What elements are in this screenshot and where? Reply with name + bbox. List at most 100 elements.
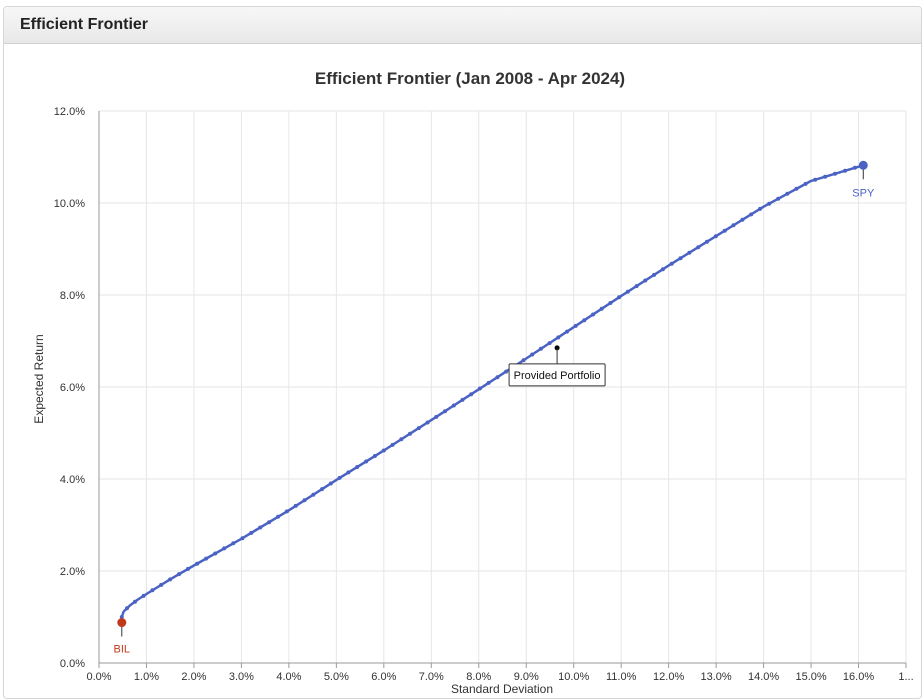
frontier-point — [599, 306, 604, 311]
frontier-point — [749, 212, 754, 217]
frontier-point — [258, 525, 263, 530]
y-tick-label: 12.0% — [54, 106, 85, 118]
frontier-point — [591, 312, 595, 317]
frontier-point — [451, 403, 456, 408]
frontier-point — [399, 437, 404, 442]
frontier-point — [443, 409, 447, 414]
frontier-point — [425, 420, 430, 425]
x-tick-label: 15.0% — [795, 671, 826, 683]
frontier-point — [240, 536, 245, 541]
frontier-point — [267, 520, 272, 525]
x-tick-label: 11.0% — [606, 671, 637, 683]
frontier-point — [785, 191, 790, 196]
frontier-line — [120, 164, 864, 618]
efficient-frontier-chart: Efficient Frontier (Jan 2008 - Apr 2024)… — [32, 69, 914, 696]
frontier-point — [364, 459, 369, 464]
frontier-point — [521, 358, 526, 363]
frontier-point — [460, 397, 465, 402]
frontier-point — [416, 426, 421, 431]
y-tick-label: 0.0% — [60, 658, 85, 670]
frontier-point — [141, 593, 146, 598]
y-tick-label: 4.0% — [60, 474, 85, 486]
frontier-point — [372, 454, 377, 458]
frontier-point — [204, 556, 209, 561]
panel-header: Efficient Frontier — [4, 7, 921, 44]
frontier-point — [813, 177, 818, 182]
frontier-point — [565, 329, 569, 334]
frontier-point — [390, 442, 395, 447]
frontier-point — [776, 196, 781, 201]
frontier-point — [852, 165, 857, 170]
frontier-point — [660, 267, 665, 272]
spy-marker — [858, 160, 868, 170]
frontier-point — [320, 487, 324, 492]
x-tick-label: 12.0% — [653, 671, 684, 683]
provided-portfolio-box — [508, 363, 606, 387]
frontier-point — [740, 217, 745, 222]
x-tick-label: 1... — [898, 671, 913, 683]
frontier-point — [722, 228, 727, 233]
frontier-point — [276, 514, 280, 519]
frontier-point — [643, 278, 648, 283]
x-tick-label: 10.0% — [558, 671, 589, 683]
x-tick-label: 8.0% — [466, 671, 491, 683]
frontier-point — [477, 386, 482, 391]
frontier-point — [678, 256, 683, 261]
frontier-point — [328, 481, 333, 486]
frontier-point — [608, 301, 613, 305]
x-tick-label: 9.0% — [514, 671, 539, 683]
frontier-point — [652, 272, 657, 277]
frontier-point — [538, 346, 543, 351]
frontier-point — [504, 369, 509, 374]
frontier-point — [556, 335, 561, 340]
x-tick-label: 13.0% — [701, 671, 732, 683]
frontier-point — [213, 551, 218, 556]
x-tick-label: 3.0% — [229, 671, 254, 683]
frontier-point — [177, 572, 181, 577]
frontier-point — [634, 284, 639, 289]
frontier-point — [843, 168, 847, 173]
frontier-point — [150, 588, 155, 593]
frontier-point — [355, 465, 360, 469]
bil-marker — [117, 618, 127, 628]
frontier-point — [803, 181, 808, 186]
frontier-point — [159, 582, 164, 587]
panel-title: Efficient Frontier — [20, 16, 149, 33]
y-axis-label: Expected Return — [32, 334, 46, 423]
frontier-point — [125, 606, 129, 611]
frontier-point — [547, 341, 552, 346]
frontier-point — [794, 186, 799, 191]
frontier-point — [469, 392, 474, 397]
x-tick-label: 6.0% — [371, 671, 396, 683]
frontier-point — [293, 503, 298, 508]
x-tick-label: 0.0% — [86, 671, 111, 683]
x-tick-label: 2.0% — [181, 671, 206, 683]
frontier-point — [687, 250, 692, 255]
frontier-point — [705, 239, 709, 244]
frontier-point — [486, 380, 491, 385]
bil-label: BIL — [114, 644, 131, 656]
frontier-point — [346, 470, 351, 475]
x-axis-label: Standard Deviation — [451, 682, 553, 696]
frontier-point — [823, 174, 828, 179]
frontier-point — [767, 201, 772, 206]
frontier-point — [284, 509, 289, 514]
x-tick-label: 4.0% — [276, 671, 301, 683]
x-tick-label: 1.0% — [134, 671, 159, 683]
spy-label: SPY — [852, 187, 875, 199]
frontier-point — [434, 414, 439, 419]
x-tick-label: 14.0% — [748, 671, 779, 683]
frontier-point — [337, 475, 342, 480]
frontier-point — [617, 295, 622, 300]
frontier-point — [731, 223, 736, 228]
frontier-point — [186, 566, 190, 571]
y-tick-label: 8.0% — [60, 290, 85, 302]
frontier-point — [133, 599, 137, 604]
frontier-point — [833, 171, 837, 176]
frontier-point — [530, 352, 535, 357]
frontier-point — [195, 561, 200, 566]
provided-portfolio-label: Provided Portfolio — [514, 370, 601, 382]
x-tick-label: 16.0% — [843, 671, 874, 683]
x-tick-label: 5.0% — [324, 671, 349, 683]
frontier-point — [311, 492, 316, 497]
